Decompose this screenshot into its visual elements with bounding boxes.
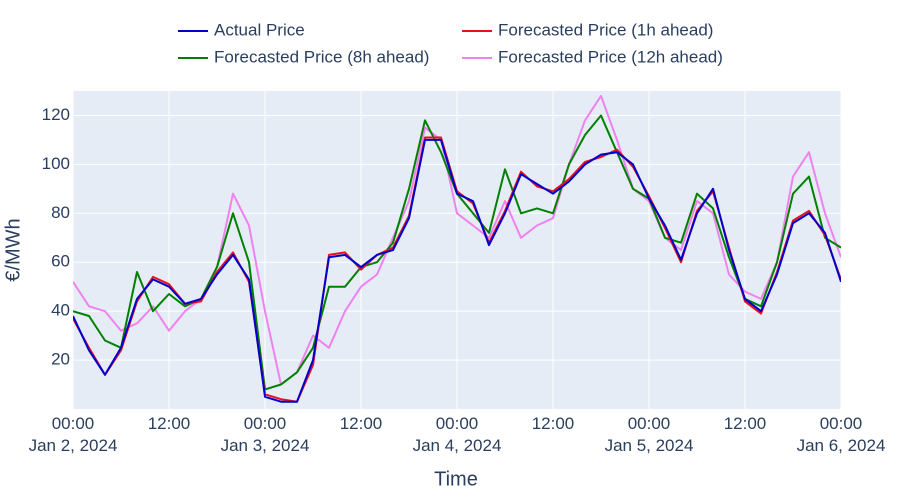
y-tick-label: 80	[51, 203, 70, 222]
x-tick-label: 12:00	[339, 414, 383, 433]
legend-label: Forecasted Price (1h ahead)	[498, 20, 713, 39]
x-axis-title: Time	[434, 468, 478, 490]
y-axis-title: €/MWh	[2, 218, 24, 281]
x-tick-label: 00:00 Jan 4, 2024	[412, 414, 502, 455]
x-tick-label: 12:00	[723, 414, 767, 433]
y-tick-label: 40	[51, 301, 70, 320]
y-tick-label: 60	[51, 252, 70, 271]
x-tick-label: 00:00 Jan 6, 2024	[796, 414, 886, 455]
x-tick-label: 00:00 Jan 5, 2024	[604, 414, 694, 455]
x-tick-label: 12:00	[531, 414, 575, 433]
y-tick-label: 20	[51, 350, 70, 369]
y-tick-label: 100	[42, 154, 70, 173]
x-tick-label: 00:00 Jan 2, 2024	[28, 414, 118, 455]
series-line	[73, 138, 841, 403]
x-tick-label: 00:00 Jan 3, 2024	[220, 414, 310, 455]
legend-label: Actual Price	[214, 20, 305, 39]
legend-label: Forecasted Price (8h ahead)	[214, 47, 429, 66]
legend-label: Forecasted Price (12h ahead)	[498, 47, 723, 66]
y-tick-label: 120	[42, 105, 70, 124]
x-tick-label: 12:00	[147, 414, 191, 433]
